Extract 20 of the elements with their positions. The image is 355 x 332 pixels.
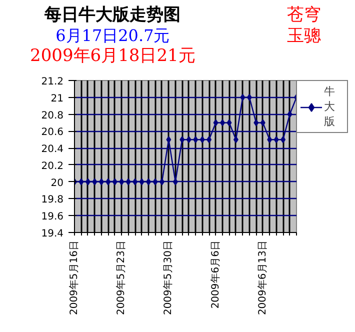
- y-tick-label: 21: [50, 93, 64, 104]
- x-tick-label: 2009年6月6日: [209, 240, 222, 309]
- y-tick-label: 20.6: [41, 127, 64, 138]
- legend-label: 牛大版: [324, 84, 336, 129]
- text: 2009年6月18日21元: [30, 46, 196, 68]
- chart-subtitle: 6月17日20.7元: [54, 26, 171, 46]
- y-tick-label: 20.8: [41, 110, 64, 122]
- x-tick-label: 2009年5月23日: [115, 240, 128, 316]
- y-tick-label: 20.2: [41, 160, 64, 172]
- y-tick-label: 20: [50, 178, 64, 189]
- x-tick-label: 2009年5月30日: [162, 240, 174, 316]
- text: 苍穹玉骢: [287, 5, 321, 48]
- y-tick-label: 21.2: [41, 76, 64, 88]
- y-tick-label: 19.8: [41, 194, 64, 206]
- chart-title: 每日牛大版走势图: [44, 5, 182, 26]
- y-tick-label: 19.4: [41, 228, 64, 240]
- y-tick-label: 20.4: [41, 144, 64, 156]
- x-tick-label: 2009年5月16日: [68, 240, 80, 316]
- x-tick-label: 2009年6月13日: [256, 240, 268, 316]
- y-tick-label: 19.6: [41, 212, 64, 223]
